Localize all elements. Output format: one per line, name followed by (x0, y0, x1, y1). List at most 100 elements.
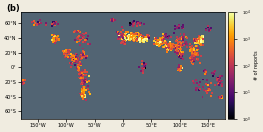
Point (145, 36, 149, 38)
Point (134, 38, 138, 41)
Point (176, 41, 180, 43)
Point (204, 71, 208, 73)
Point (80, 75, 85, 77)
Point (79, 94, 83, 96)
Point (62, 52, 66, 54)
Point (80, 93, 85, 95)
Point (138, 24, 142, 26)
Point (189, 50, 193, 52)
Point (170, 46, 174, 48)
Point (172, 32, 176, 34)
Point (84, 74, 88, 76)
Point (118, 38, 122, 40)
Point (141, 39, 146, 41)
Point (128, 36, 133, 39)
Point (141, 70, 145, 72)
Point (175, 47, 179, 49)
Point (133, 34, 137, 36)
Point (139, 70, 143, 72)
Point (81, 98, 85, 100)
Point (198, 42, 203, 44)
Point (141, 40, 145, 42)
Point (131, 35, 135, 37)
Point (80, 55, 84, 57)
Point (54, 37, 58, 39)
Point (66, 56, 70, 58)
Point (190, 55, 194, 57)
Point (166, 49, 171, 51)
Point (160, 40, 164, 42)
Point (83, 79, 87, 81)
Point (79, 38, 83, 40)
Point (191, 60, 195, 63)
Point (168, 48, 172, 50)
Point (64, 54, 68, 56)
Point (129, 34, 133, 37)
Point (142, 39, 146, 41)
Point (180, 51, 184, 54)
Point (72, 55, 76, 57)
Point (201, 41, 205, 44)
Point (80, 83, 84, 85)
Point (84, 71, 89, 73)
Point (140, 40, 145, 42)
Point (163, 45, 167, 47)
Point (181, 39, 185, 41)
Point (200, 41, 204, 43)
Point (218, 97, 222, 100)
Point (158, 42, 162, 44)
Point (139, 34, 143, 36)
Point (129, 33, 133, 35)
Point (174, 50, 178, 52)
Point (190, 55, 194, 57)
Point (145, 40, 149, 42)
Point (199, 39, 204, 41)
Point (82, 90, 86, 92)
Point (198, 41, 202, 43)
Point (140, 37, 144, 39)
Point (193, 38, 197, 40)
Point (75, 37, 79, 39)
Point (116, 31, 120, 34)
Point (84, 89, 88, 91)
Point (153, 36, 157, 39)
Point (84, 55, 88, 57)
Point (201, 40, 205, 42)
Point (198, 36, 202, 38)
Point (145, 38, 149, 40)
Point (76, 69, 80, 71)
Point (141, 39, 145, 41)
Point (197, 89, 201, 91)
Point (82, 79, 87, 81)
Point (79, 72, 83, 74)
Point (167, 47, 171, 49)
Point (141, 40, 145, 42)
Point (140, 39, 144, 41)
Point (123, 43, 127, 45)
Point (80, 91, 84, 93)
Point (160, 40, 164, 42)
Point (166, 48, 170, 50)
Point (175, 42, 180, 44)
Point (217, 82, 221, 84)
Point (173, 51, 177, 53)
Point (81, 93, 85, 95)
Point (126, 31, 130, 33)
Point (143, 39, 147, 41)
Point (135, 33, 139, 35)
Point (73, 39, 77, 41)
Point (192, 48, 196, 51)
Point (143, 38, 147, 40)
Point (84, 55, 89, 57)
Point (77, 69, 81, 71)
Point (188, 48, 192, 51)
Point (57, 39, 61, 41)
Point (55, 39, 59, 41)
Point (180, 36, 184, 38)
Point (194, 45, 198, 47)
Point (127, 35, 132, 37)
Point (165, 48, 169, 50)
Point (128, 35, 132, 37)
Point (167, 35, 171, 37)
Point (56, 23, 60, 25)
